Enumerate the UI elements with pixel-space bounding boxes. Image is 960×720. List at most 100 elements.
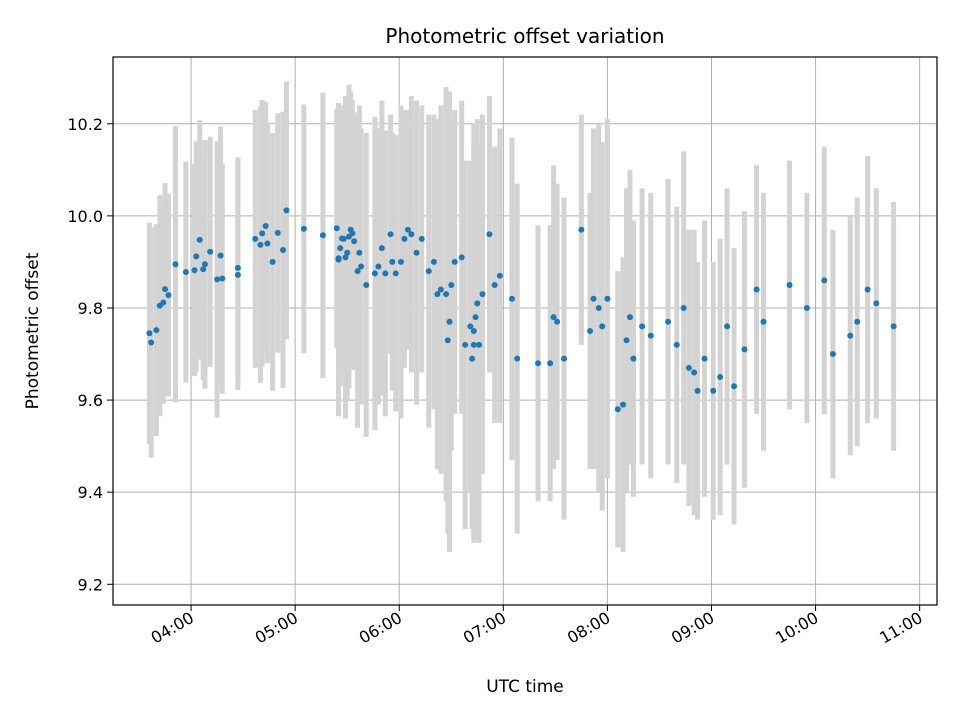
data-point xyxy=(691,369,698,376)
data-point xyxy=(382,270,389,277)
data-point xyxy=(344,249,351,256)
data-point xyxy=(474,300,481,307)
data-point xyxy=(451,258,458,265)
data-point xyxy=(401,235,408,242)
data-point xyxy=(694,387,701,394)
data-point xyxy=(148,339,155,346)
data-point xyxy=(342,254,349,261)
data-point xyxy=(587,328,594,334)
data-point xyxy=(443,291,450,298)
data-point xyxy=(425,268,432,275)
data-point xyxy=(599,323,606,330)
data-point xyxy=(234,271,241,278)
data-point xyxy=(673,341,680,348)
data-point xyxy=(358,263,365,270)
data-points xyxy=(146,207,897,413)
data-point xyxy=(387,231,394,238)
data-point xyxy=(479,291,486,298)
data-point xyxy=(470,341,477,348)
data-point xyxy=(578,226,585,233)
data-point xyxy=(219,275,226,282)
data-point xyxy=(590,295,597,302)
data-point xyxy=(262,223,269,230)
data-point xyxy=(847,332,854,339)
data-point xyxy=(491,281,498,288)
data-point xyxy=(890,323,897,330)
data-point xyxy=(234,264,241,271)
data-point xyxy=(462,341,469,348)
y-tick-label: 9.2 xyxy=(78,575,103,594)
data-point xyxy=(217,252,224,259)
data-point xyxy=(392,270,399,277)
data-point xyxy=(375,263,382,270)
data-point xyxy=(349,230,356,237)
data-point xyxy=(665,318,672,325)
data-point xyxy=(160,299,167,306)
data-point xyxy=(467,323,474,330)
data-point xyxy=(854,318,861,325)
data-point xyxy=(486,231,493,238)
data-point xyxy=(680,304,687,311)
data-point xyxy=(604,295,611,302)
data-point xyxy=(685,364,692,371)
data-point xyxy=(701,355,708,362)
data-point xyxy=(469,355,476,362)
chart-title: Photometric offset variation xyxy=(385,24,664,48)
data-point xyxy=(710,387,717,394)
data-point xyxy=(363,281,370,288)
data-point xyxy=(821,277,828,284)
data-point xyxy=(803,304,810,311)
data-point xyxy=(626,314,633,321)
data-point xyxy=(731,383,738,390)
data-point xyxy=(153,327,160,334)
data-point xyxy=(207,248,214,255)
data-point xyxy=(873,300,880,307)
data-point xyxy=(561,355,568,362)
y-tick-label: 9.4 xyxy=(78,483,103,502)
data-point xyxy=(639,323,646,330)
y-axis-label: Photometric offset xyxy=(23,252,43,409)
data-point xyxy=(146,330,153,337)
data-point xyxy=(514,355,521,362)
data-point xyxy=(508,295,515,302)
data-point xyxy=(335,255,342,262)
data-point xyxy=(340,235,347,242)
data-point xyxy=(437,286,444,293)
data-point xyxy=(864,286,871,293)
data-point xyxy=(371,270,378,277)
data-point xyxy=(446,318,453,325)
data-point xyxy=(404,226,411,233)
data-point xyxy=(269,258,276,265)
data-point xyxy=(444,337,451,344)
data-point xyxy=(196,236,203,243)
data-point xyxy=(476,341,483,348)
data-point xyxy=(753,286,760,293)
data-point xyxy=(620,401,627,408)
data-point xyxy=(354,268,361,275)
x-axis-label: UTC time xyxy=(486,677,564,697)
data-point xyxy=(300,225,307,232)
plot-frame xyxy=(112,56,938,606)
data-point xyxy=(280,246,287,253)
data-point xyxy=(162,286,169,293)
data-point xyxy=(408,231,415,238)
data-point xyxy=(259,230,266,237)
data-point xyxy=(550,314,557,321)
y-tick-label: 10.2 xyxy=(67,115,103,134)
data-point xyxy=(554,318,561,325)
data-point xyxy=(472,314,479,321)
data-point xyxy=(378,245,385,252)
data-point xyxy=(630,355,637,362)
data-point xyxy=(397,258,404,265)
data-point xyxy=(614,406,621,413)
data-point xyxy=(214,276,221,283)
data-point xyxy=(717,374,724,381)
data-point xyxy=(547,360,554,367)
data-point xyxy=(319,232,326,239)
data-point xyxy=(470,328,477,334)
data-point xyxy=(283,207,290,214)
data-point xyxy=(535,360,542,367)
data-point xyxy=(430,258,437,265)
data-point xyxy=(458,254,465,261)
